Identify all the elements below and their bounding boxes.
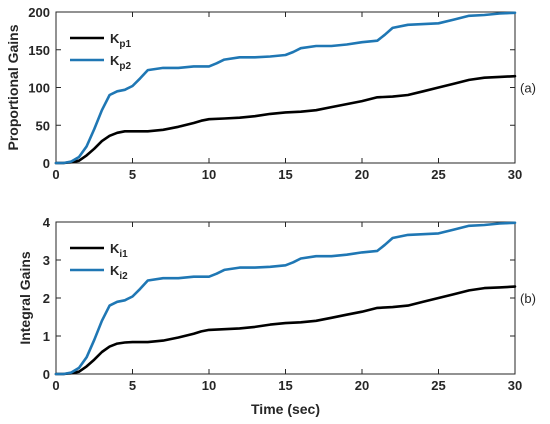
x-tick-label: 5 bbox=[129, 378, 136, 393]
chart-panel-1: 0 5 10 15 20 25 30050100150200Kp1Kp2Proportion… bbox=[5, 5, 536, 182]
x-tick-label: 0 bbox=[52, 167, 59, 182]
x-tick-label: 30 bbox=[508, 167, 522, 182]
panel-label: (b) bbox=[520, 291, 536, 306]
y-axis-title: Integral Gains bbox=[17, 251, 33, 345]
y-tick-label: 3 bbox=[43, 253, 50, 268]
y-tick-label: 1 bbox=[43, 329, 50, 344]
plot-frame bbox=[55, 221, 516, 375]
legend-label-i2: Ki2 bbox=[110, 263, 128, 282]
x-tick-label: 0 bbox=[52, 378, 59, 393]
y-tick-label: 150 bbox=[28, 43, 50, 58]
legend-label-p1: Kp1 bbox=[110, 31, 131, 50]
x-tick-label: 30 bbox=[508, 378, 522, 393]
y-tick-label: 0 bbox=[43, 367, 50, 382]
y-tick-label: 4 bbox=[43, 215, 51, 230]
series-line-p1 bbox=[54, 74, 517, 165]
x-tick-label: 5 bbox=[129, 167, 136, 182]
x-tick-label: 10 bbox=[202, 167, 216, 182]
x-axis-title: Time (sec) bbox=[251, 401, 320, 417]
x-tick-label: 25 bbox=[431, 167, 445, 182]
x-tick-label: 20 bbox=[355, 167, 369, 182]
y-tick-label: 50 bbox=[36, 118, 50, 133]
plot-frame bbox=[55, 11, 516, 164]
x-tick-label: 15 bbox=[278, 378, 292, 393]
x-tick-label: 20 bbox=[355, 378, 369, 393]
x-tick-label: 15 bbox=[278, 167, 292, 182]
series-line-i1 bbox=[54, 285, 517, 376]
y-tick-label: 0 bbox=[43, 156, 50, 171]
y-tick-label: 200 bbox=[28, 5, 50, 20]
x-tick-label: 10 bbox=[202, 378, 216, 393]
legend-label-i1: Ki1 bbox=[110, 241, 128, 260]
y-tick-label: 2 bbox=[43, 291, 50, 306]
series-line-i2 bbox=[54, 221, 517, 376]
y-tick-label: 100 bbox=[28, 81, 50, 96]
legend-label-p2: Kp2 bbox=[110, 53, 131, 72]
y-axis-title: Proportional Gains bbox=[5, 24, 21, 150]
panel-label: (a) bbox=[520, 81, 536, 96]
series-line-p2 bbox=[54, 11, 517, 165]
x-tick-label: 25 bbox=[431, 378, 445, 393]
